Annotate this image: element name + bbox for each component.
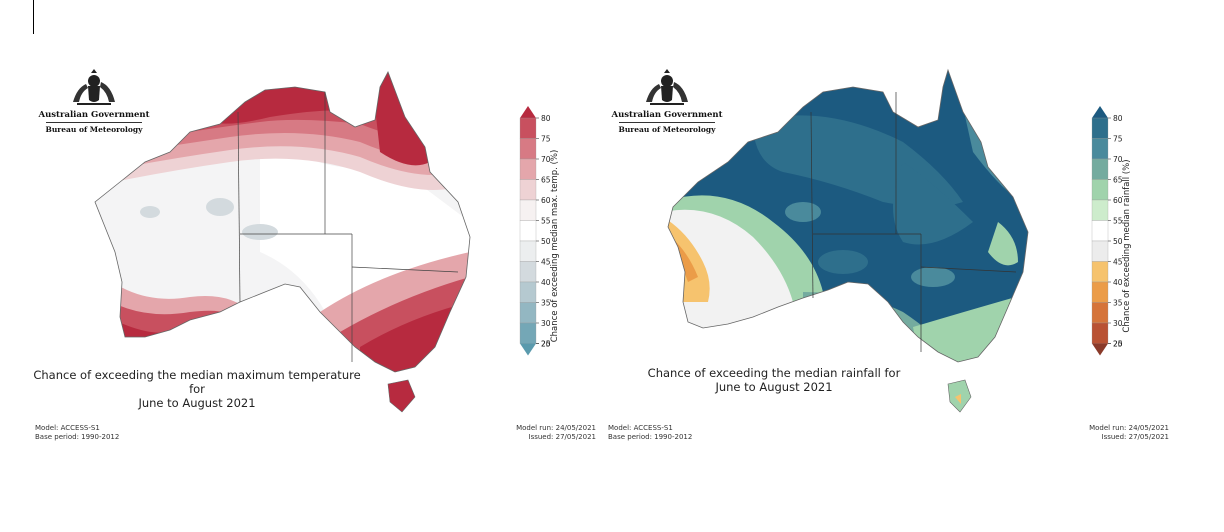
temperature-legend-tick-label: 80 — [541, 114, 551, 123]
temperature-legend-tick-label: 30 — [541, 319, 551, 328]
rainfall-legend-tick-label: 55 — [1113, 217, 1123, 226]
rainfall-legend-tick-label: 80 — [1113, 114, 1123, 123]
rainfall-legend-tick-label: 40 — [1113, 278, 1123, 287]
temperature-legend-swatch — [519, 261, 537, 283]
rainfall-legend-swatch — [1091, 281, 1109, 303]
temperature-legend-bottom-arrow — [520, 343, 536, 356]
model-label: Model: ACCESS-S1 — [608, 424, 673, 432]
rainfall-map-title: Chance of exceeding the median rainfall … — [647, 366, 901, 394]
rainfall-legend-swatch — [1091, 240, 1109, 262]
temperature-legend-swatch — [519, 138, 537, 160]
temperature-outlook-panel: Australian Government Bureau of Meteorol… — [30, 62, 600, 446]
rainfall-legend-swatch — [1091, 322, 1109, 344]
rainfall-legend-swatch — [1091, 261, 1109, 283]
rainfall-legend-tick-label: 50 — [1113, 237, 1123, 246]
temperature-legend-swatch — [519, 240, 537, 262]
rainfall-legend-swatch — [1091, 199, 1109, 221]
text-cursor — [33, 0, 34, 34]
temperature-legend-tick-label: 35 — [541, 299, 551, 308]
rainfall-legend-tick-label: 75 — [1113, 135, 1123, 144]
rainfall-legend-swatch — [1091, 302, 1109, 324]
temperature-map-title: Chance of exceeding the median maximum t… — [33, 368, 361, 410]
rainfall-legend-tick-label: 20 — [1113, 340, 1123, 349]
rainfall-legend-tick-label: 25 — [1113, 340, 1123, 349]
bureau-label: Bureau of Meteorology — [618, 125, 716, 134]
temperature-legend-tick-label: 55 — [541, 217, 551, 226]
rainfall-legend-title: Chance of exceeding median rainfall (%) — [1122, 159, 1132, 333]
rainfall-legend-tick-label: 60 — [1113, 196, 1123, 205]
commonwealth-coat-of-arms-icon — [73, 69, 115, 105]
temperature-legend-title: Chance of exceeding median max. temp. (%… — [550, 149, 560, 343]
temperature-legend-swatch — [519, 220, 537, 242]
temperature-legend-tick-label: 25 — [541, 340, 551, 349]
temperature-legend-tick-label: 20 — [541, 340, 551, 349]
issued-label: Issued: 27/05/2021 — [528, 433, 596, 441]
temperature-map — [94, 71, 471, 413]
temperature-legend-tick-label: 40 — [541, 278, 551, 287]
temperature-legend-swatch — [519, 302, 537, 324]
temperature-legend-tick-label: 70 — [541, 155, 551, 164]
temperature-footer-left: Model: ACCESS-S1 Base period: 1990-2012 — [35, 424, 119, 442]
rainfall-legend-bottom-arrow — [1092, 343, 1108, 356]
rainfall-legend-swatch — [1091, 220, 1109, 242]
rainfall-legend-tick-label: 65 — [1113, 176, 1123, 185]
government-label: Australian Government — [38, 110, 150, 120]
temperature-legend-tick-label: 75 — [541, 135, 551, 144]
rainfall-legend-tick-label: 70 — [1113, 155, 1123, 164]
temperature-legend-swatch — [519, 117, 537, 139]
bom-logo: Australian Government Bureau of Meteorol… — [34, 68, 154, 134]
rainfall-legend-swatch — [1091, 117, 1109, 139]
rainfall-legend-tick-label: 35 — [1113, 299, 1123, 308]
temperature-legend: 80 75 70 65 60 55 50 45 40 35 30 25 20 Chance of exc… — [518, 106, 566, 386]
temperature-legend-swatch — [519, 179, 537, 201]
rainfall-map — [667, 68, 1029, 413]
temperature-footer-right: Model run: 24/05/2021 Issued: 27/05/2021 — [516, 424, 596, 442]
rainfall-legend-swatch — [1091, 179, 1109, 201]
base-period-label: Base period: 1990-2012 — [35, 433, 120, 441]
temperature-legend-tick-label: 45 — [541, 258, 551, 267]
temperature-legend-swatch — [519, 199, 537, 221]
model-label: Model: ACCESS-S1 — [35, 424, 100, 432]
temperature-legend-tick-label: 65 — [541, 176, 551, 185]
rainfall-legend-swatch — [1091, 138, 1109, 160]
temperature-legend-top-arrow — [520, 106, 536, 118]
model-run-label: Model run: 24/05/2021 — [516, 424, 596, 432]
rainfall-outlook-panel: Australian Government Bureau of Meteorol… — [603, 62, 1173, 446]
temperature-legend-swatch — [519, 322, 537, 344]
commonwealth-coat-of-arms-icon — [646, 69, 688, 105]
model-run-label: Model run: 24/05/2021 — [1089, 424, 1169, 432]
rainfall-footer-right: Model run: 24/05/2021 Issued: 27/05/2021 — [1089, 424, 1169, 442]
temperature-legend-tick-label: 50 — [541, 237, 551, 246]
rainfall-legend-tick-label: 45 — [1113, 258, 1123, 267]
rainfall-legend-tick-label: 30 — [1113, 319, 1123, 328]
rainfall-legend: 80 75 70 65 60 55 50 45 40 35 30 25 20 Chance of exc… — [1090, 106, 1138, 386]
temperature-legend-swatch — [519, 281, 537, 303]
temperature-legend-tick-label: 60 — [541, 196, 551, 205]
bom-logo: Australian Government Bureau of Meteorol… — [607, 68, 727, 134]
issued-label: Issued: 27/05/2021 — [1101, 433, 1169, 441]
rainfall-footer-left: Model: ACCESS-S1 Base period: 1990-2012 — [608, 424, 692, 442]
temperature-legend-swatch — [519, 158, 537, 180]
bureau-label: Bureau of Meteorology — [45, 125, 143, 134]
government-label: Australian Government — [611, 110, 723, 120]
rainfall-legend-top-arrow — [1092, 106, 1108, 118]
base-period-label: Base period: 1990-2012 — [608, 433, 693, 441]
rainfall-legend-swatch — [1091, 158, 1109, 180]
